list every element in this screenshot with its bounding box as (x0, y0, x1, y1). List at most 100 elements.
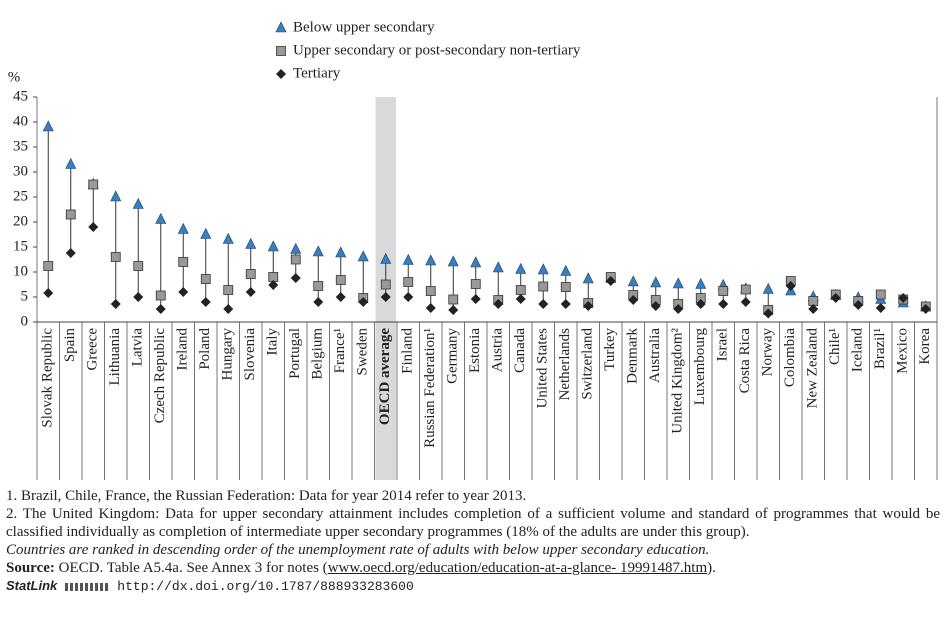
diamond-marker (920, 304, 931, 314)
x-tick-label: Greece (85, 328, 101, 371)
square-marker (538, 281, 549, 292)
square-marker (43, 261, 54, 271)
triangle-marker (672, 277, 684, 289)
x-tick-label: Finland (400, 328, 416, 374)
diamond-marker (290, 273, 301, 283)
square-marker (290, 254, 301, 265)
diamond-marker (538, 299, 549, 309)
diamond-marker (223, 304, 234, 314)
diamond-marker (673, 304, 684, 314)
x-tick-label: United States (535, 328, 551, 409)
square-marker (245, 269, 256, 279)
diamond-marker (133, 292, 144, 302)
x-tick-label: Luxembourg (692, 328, 708, 406)
square-marker (200, 274, 211, 284)
diamond-marker (88, 222, 99, 232)
source-label: Source: (6, 560, 55, 576)
square-marker (560, 282, 571, 292)
triangle-marker (560, 264, 572, 276)
diamond-marker (515, 294, 526, 304)
footnote: Countries are ranked in descending order… (6, 542, 710, 558)
y-tick-label: 20 (13, 213, 28, 229)
statlink-url[interactable]: http://dx.doi.org/10.1787/888933283600 (117, 579, 414, 594)
x-tick-label: Costa Rica (737, 328, 753, 394)
triangle-marker (515, 262, 527, 274)
square-marker (155, 290, 166, 301)
x-tick-label: Sweden (355, 328, 371, 376)
triangle-marker (762, 282, 774, 294)
diamond-marker (335, 292, 346, 302)
triangle-marker (470, 256, 482, 268)
x-tick-label: Belgium (310, 328, 326, 380)
diamond-marker (875, 303, 886, 313)
x-tick-label: OECD average (377, 328, 393, 425)
diamond-marker (583, 301, 594, 311)
triangle-marker (402, 253, 414, 265)
x-tick-label: Colombia (782, 328, 798, 388)
diamond-marker (898, 293, 909, 303)
legend-marker (276, 46, 286, 56)
square-marker (740, 284, 751, 295)
diamond-marker (268, 280, 279, 290)
x-tick-label: Mexico (895, 328, 911, 374)
x-tick-label: Israel (715, 328, 731, 361)
x-tick-label: Czech Republic (152, 328, 168, 424)
x-tick-label: Russian Federation¹ (422, 328, 438, 448)
square-marker (403, 277, 414, 287)
triangle-marker (132, 197, 144, 209)
x-tick-label: Chile¹ (827, 328, 843, 365)
y-tick-label: 30 (13, 163, 28, 179)
square-marker (470, 279, 481, 289)
x-tick-label: Lithuania (107, 328, 123, 386)
x-tick-label: Iceland (850, 328, 866, 373)
legend-label: Upper secondary or post-secondary non-te… (293, 42, 581, 58)
x-tick-label: Portugal (287, 328, 303, 379)
y-tick-label: 40 (13, 113, 28, 129)
source-link[interactable]: www.oecd.org/education/education-at-a-gl… (327, 560, 708, 576)
triangle-marker (200, 227, 212, 239)
diamond-marker (718, 299, 729, 309)
x-tick-label: Poland (197, 328, 213, 370)
y-tick-label: 5 (21, 288, 29, 304)
square-marker (223, 285, 234, 295)
square-marker (875, 289, 886, 300)
x-tick-label: Turkey (602, 328, 618, 371)
diamond-marker (358, 297, 369, 307)
triangle-marker (290, 242, 302, 254)
x-tick-label: United Kingdom² (670, 328, 686, 434)
x-tick-label: France¹ (332, 328, 348, 373)
diamond-marker (628, 295, 639, 305)
x-tick-label: Canada (512, 328, 528, 373)
triangle-marker (492, 261, 504, 273)
y-tick-label: 0 (21, 313, 29, 329)
x-tick-label: Brazil¹ (872, 328, 888, 369)
diamond-marker (740, 297, 751, 307)
square-marker (515, 285, 526, 295)
triangle-marker (582, 272, 594, 284)
source: Source: OECD. Table A5.4a. See Annex 3 f… (6, 559, 940, 577)
diamond-marker (650, 301, 661, 311)
notes: 1. Brazil, Chile, France, the Russian Fe… (6, 487, 940, 596)
diamond-marker (65, 248, 76, 258)
source-end: ). (707, 560, 716, 576)
triangle-marker (245, 237, 257, 249)
x-tick-label: Slovak Republic (40, 328, 56, 428)
y-tick-label: 45 (13, 88, 28, 104)
diamond-marker (493, 299, 504, 309)
x-tick-label: Austria (490, 328, 506, 373)
statlink-label: StatLink (6, 578, 58, 593)
triangle-marker (65, 157, 77, 169)
x-tick-label: Switzerland (580, 328, 596, 400)
x-tick-label: Norway (760, 328, 776, 377)
diamond-marker (785, 281, 796, 291)
triangle-marker (447, 255, 459, 267)
diamond-marker (380, 292, 391, 302)
square-marker (313, 281, 324, 291)
triangle-marker (42, 120, 54, 132)
x-tick-label: Korea (917, 328, 933, 365)
triangle-marker (380, 252, 392, 264)
chart: % 0 5 10 15 20 25 30 35 40 45 Slovak Republic Spain… (8, 19, 938, 480)
x-tick-label: Netherlands (557, 328, 573, 401)
source-text: OECD. Table A5.4a. See Annex 3 for notes… (54, 560, 328, 576)
